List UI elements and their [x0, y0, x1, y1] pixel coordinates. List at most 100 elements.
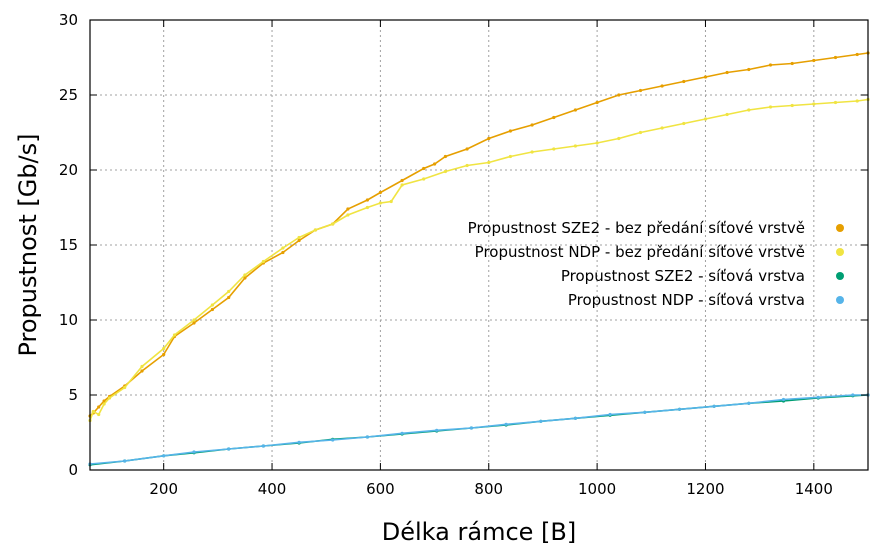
data-point [331, 222, 335, 226]
data-point [768, 63, 773, 67]
data-point [660, 84, 664, 88]
data-point [725, 70, 729, 75]
y-tick-label: 0 [68, 461, 78, 479]
data-point [595, 100, 599, 105]
y-tick-label: 15 [59, 236, 78, 254]
y-tick-label: 20 [59, 161, 78, 179]
data-point [433, 162, 437, 166]
data-point [703, 117, 708, 121]
data-point [747, 108, 751, 112]
data-point [682, 79, 686, 84]
legend-label: Propustnost SZE2 - síťová vrstva [561, 267, 805, 285]
data-point [617, 93, 621, 97]
data-point [313, 228, 317, 232]
grid-lines [90, 20, 868, 470]
series-2 [88, 97, 870, 423]
data-point [422, 177, 426, 181]
data-point [552, 147, 556, 151]
data-point [530, 123, 534, 127]
data-point [97, 405, 101, 409]
data-point [595, 141, 599, 145]
legend-marker [836, 272, 844, 280]
data-point [331, 438, 335, 442]
data-point [107, 396, 112, 400]
data-point [833, 55, 838, 60]
data-point [378, 190, 382, 195]
x-tick-label: 1200 [686, 480, 724, 498]
data-point [210, 307, 214, 312]
x-tick-label: 1000 [578, 480, 616, 498]
legend-marker [836, 224, 844, 232]
data-point [747, 67, 751, 72]
data-point [812, 102, 816, 106]
data-point [261, 259, 265, 264]
data-point [162, 454, 166, 458]
data-point [162, 346, 166, 351]
data-point [504, 422, 508, 426]
y-axis-title: Propustnost [Gb/s] [14, 133, 42, 356]
y-tick-label: 5 [68, 386, 78, 404]
data-point [297, 235, 301, 240]
data-point [725, 112, 729, 117]
data-point [123, 459, 127, 463]
data-point [192, 321, 196, 325]
data-point [855, 52, 859, 57]
data-point [643, 410, 647, 414]
data-point [851, 393, 855, 397]
data-point [781, 397, 786, 402]
series-group [88, 51, 870, 467]
data-point [400, 431, 404, 435]
data-point [140, 369, 144, 373]
data-point [573, 144, 578, 148]
data-point [790, 103, 794, 108]
data-point [102, 399, 106, 403]
data-point [227, 295, 231, 300]
data-point [539, 419, 543, 423]
legend: Propustnost SZE2 - bez předání síťové vr… [468, 219, 844, 309]
data-point [97, 412, 101, 417]
data-point [443, 154, 447, 159]
data-point [508, 154, 512, 159]
legend-label: Propustnost SZE2 - bez předání síťové vr… [468, 219, 805, 237]
data-point [192, 318, 196, 322]
x-axis-title: Délka rámce [B] [382, 518, 576, 546]
data-point [365, 205, 369, 210]
data-point [552, 115, 556, 120]
x-tick-label: 400 [258, 480, 287, 498]
data-point [227, 289, 231, 294]
x-tick-label: 600 [366, 480, 395, 498]
data-point [346, 207, 350, 211]
data-point [617, 136, 621, 141]
data-point [833, 100, 838, 105]
data-point [243, 276, 247, 280]
data-point [677, 407, 682, 411]
data-point [91, 409, 95, 414]
data-point [297, 440, 301, 444]
data-point [123, 385, 127, 390]
y-tick-label: 10 [59, 311, 78, 329]
data-point [812, 58, 816, 63]
data-point [172, 333, 177, 337]
data-point [365, 198, 369, 202]
data-point [638, 88, 643, 93]
data-point [400, 178, 404, 183]
y-tick-label: 25 [59, 86, 78, 104]
data-point [400, 183, 404, 187]
data-point [573, 108, 578, 112]
data-point [487, 136, 491, 141]
data-point [261, 444, 265, 448]
data-point [227, 447, 231, 451]
data-point [346, 213, 350, 217]
data-point [297, 238, 301, 243]
series-4 [88, 393, 870, 466]
data-point [210, 303, 214, 307]
data-point [638, 130, 643, 135]
data-point [102, 402, 106, 406]
data-point [747, 401, 751, 405]
series-3 [88, 393, 870, 467]
data-point [660, 126, 664, 130]
x-tick-label: 1400 [795, 480, 833, 498]
data-point [365, 435, 369, 439]
data-point [703, 75, 708, 79]
